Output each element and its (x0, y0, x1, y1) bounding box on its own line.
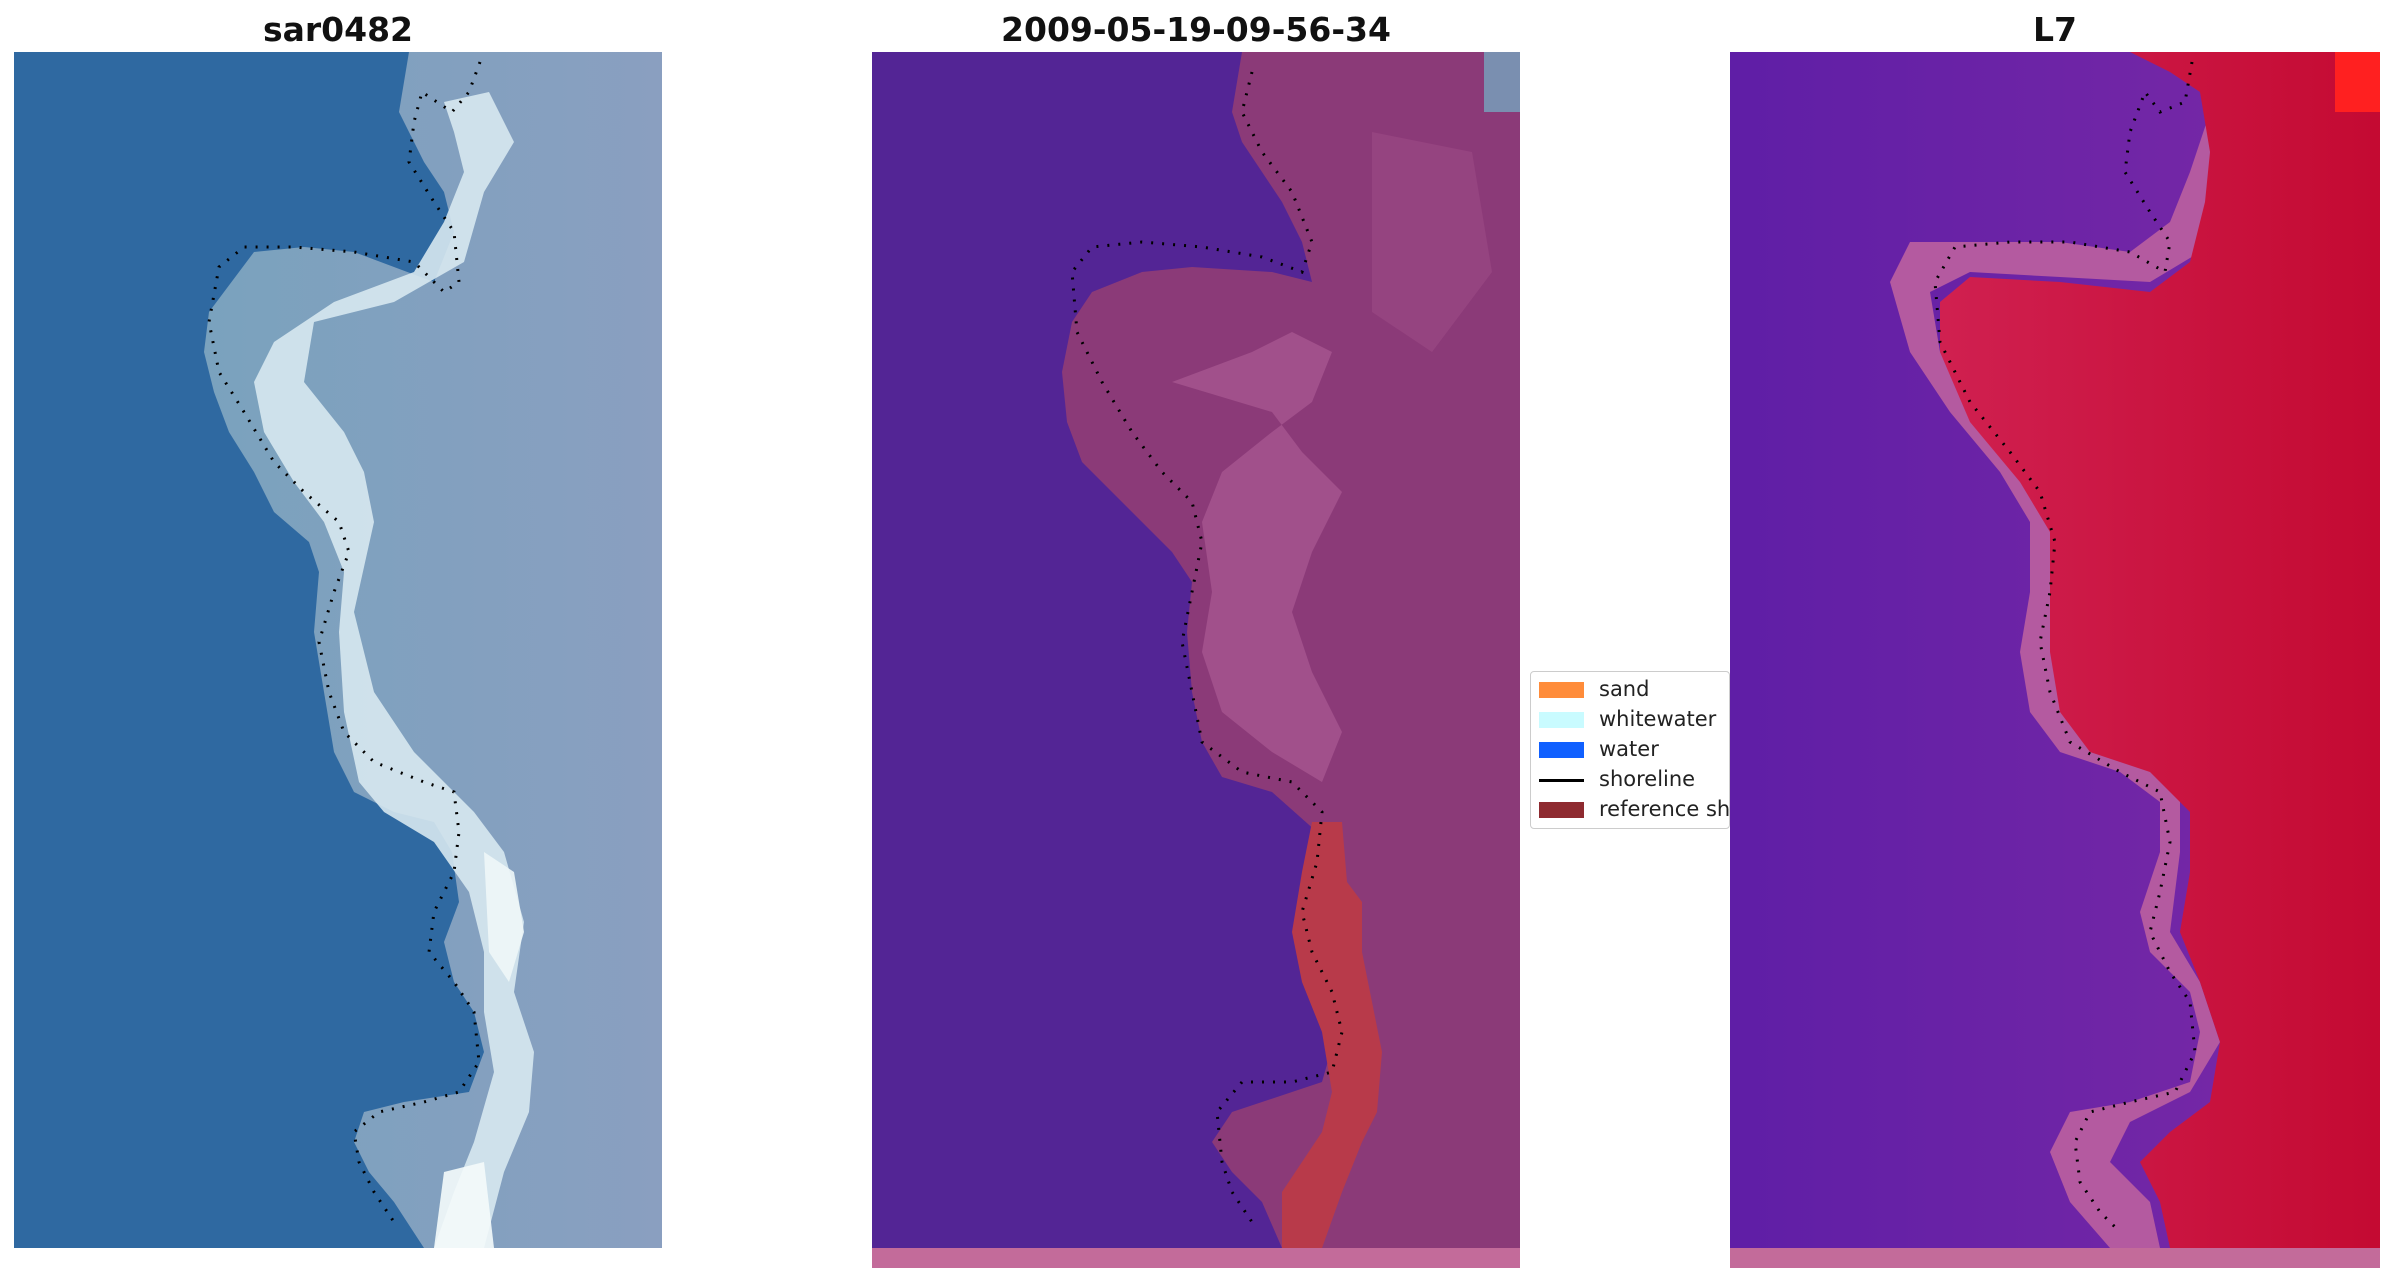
rgb-whitewater-highlight-bottom (434, 1162, 494, 1248)
legend-item-shoreline: shoreline (1531, 764, 1729, 794)
legend-label-water: water (1599, 737, 1659, 761)
rgb-image (14, 52, 662, 1248)
legend-item-reference-shoreline: reference shoreline (1531, 794, 1730, 824)
panel-title-mndwi: L7 (2033, 10, 2077, 49)
classification-bottom-strip (872, 1248, 1520, 1268)
mndwi-panel (1730, 52, 2380, 1248)
mndwi-land-area (1940, 52, 2380, 1248)
rgb-land-area (204, 52, 662, 1248)
rgb-image-panel (14, 52, 662, 1248)
rgb-whitewater-band (254, 92, 534, 1248)
legend-item-water: water (1531, 734, 1729, 764)
mndwi-bottom-strip (1730, 1248, 2380, 1268)
whitewater-swatch (1539, 712, 1584, 728)
legend-label-reference-shoreline: reference shoreline (1599, 797, 1730, 821)
mndwi-image (1730, 52, 2380, 1248)
shoreline-line-swatch (1539, 779, 1584, 782)
legend-item-sand: sand (1531, 674, 1729, 704)
mndwi-hot-patch (2335, 52, 2380, 112)
panel-title-rgb: sar0482 (262, 10, 414, 49)
class-reference-shoreline (1282, 822, 1382, 1248)
panel-title-classification: 2009-05-19-09-56-34 (1001, 10, 1391, 49)
legend-label-whitewater: whitewater (1599, 707, 1717, 731)
legend-label-sand: sand (1599, 677, 1650, 701)
sand-swatch (1539, 682, 1584, 698)
rgb-whitewater-highlight (484, 852, 524, 982)
class-land-light-right (1372, 132, 1492, 352)
class-land-light (1172, 332, 1342, 782)
reference-shoreline-swatch (1539, 802, 1584, 818)
legend-label-shoreline: shoreline (1599, 767, 1696, 791)
classification-image (872, 52, 1520, 1248)
legend-item-whitewater: whitewater (1531, 704, 1729, 734)
legend: sand whitewater water shoreline referenc… (1530, 671, 1730, 829)
water-swatch (1539, 742, 1584, 758)
classification-panel (872, 52, 1520, 1248)
class-whitewater-patch (1484, 52, 1520, 112)
